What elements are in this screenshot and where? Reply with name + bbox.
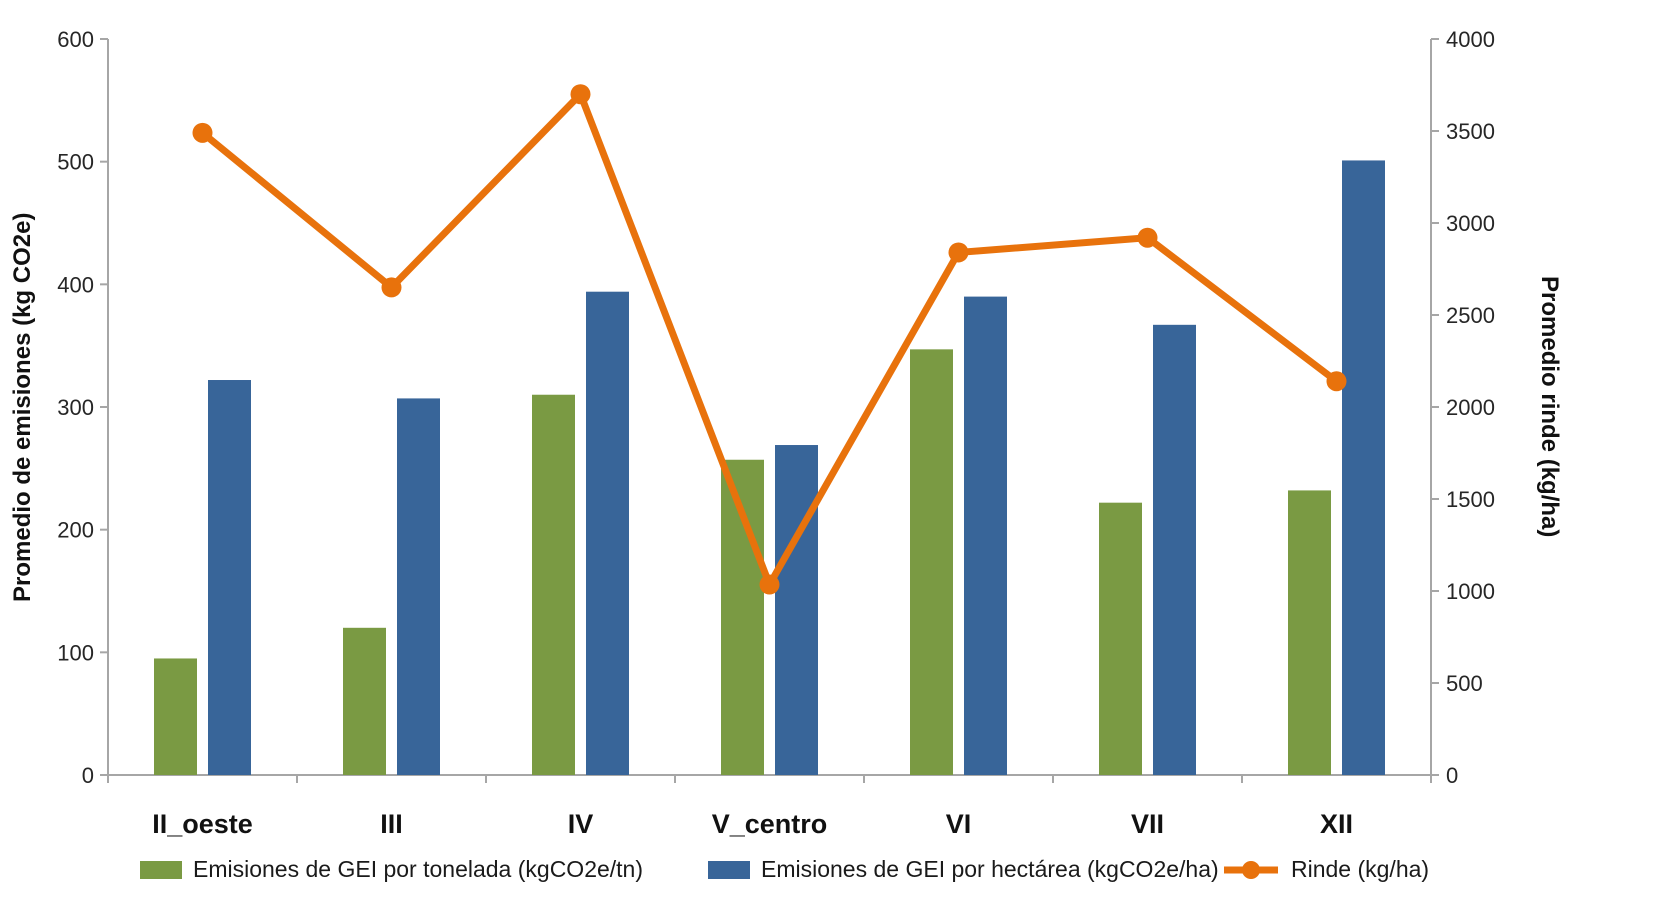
left-axis-tick-label: 300	[57, 395, 94, 420]
right-axis-tick-label: 1000	[1446, 579, 1495, 604]
rinde-point-III	[381, 277, 402, 298]
legend-label: Rinde (kg/ha)	[1291, 856, 1430, 882]
legend-item-emisiones-tonelada: Emisiones de GEI por tonelada (kgCO2e/tn…	[140, 856, 643, 883]
orange-line-swatch-icon	[1222, 859, 1280, 881]
bar-tonelada-XII	[1288, 490, 1331, 775]
rinde-point-II_oeste	[192, 122, 213, 143]
bar-tonelada-VII	[1099, 502, 1142, 775]
blue-bar-swatch-icon	[708, 860, 750, 879]
category-label: III	[380, 809, 403, 839]
category-label: IV	[568, 809, 594, 839]
right-axis-tick-label: 3000	[1446, 211, 1495, 236]
legend-item-emisiones-hectarea: Emisiones de GEI por hectárea (kgCO2e/ha…	[708, 856, 1219, 883]
right-axis-tick-label: 0	[1446, 763, 1458, 788]
rinde-point-VII	[1137, 227, 1158, 248]
bar-hectarea-V_centro	[775, 445, 818, 775]
right-axis-tick-label: 500	[1446, 671, 1483, 696]
left-axis-tick-label: 0	[82, 763, 94, 788]
right-axis-tick-label: 3500	[1446, 119, 1495, 144]
rinde-point-IV	[570, 84, 591, 105]
right-axis-tick-label: 2500	[1446, 303, 1495, 328]
bar-hectarea-VI	[964, 296, 1007, 775]
category-label: VI	[946, 809, 972, 839]
left-axis-tick-label: 500	[57, 150, 94, 175]
right-axis-title: Promedio rinde (kg/ha)	[1536, 276, 1563, 538]
right-axis-tick-label: 2000	[1446, 395, 1495, 420]
category-label: XII	[1320, 809, 1353, 839]
rinde-point-XII	[1326, 371, 1347, 392]
right-axis-tick-label: 4000	[1446, 27, 1495, 52]
legend-label: Emisiones de GEI por hectárea (kgCO2e/ha…	[761, 856, 1219, 882]
bar-tonelada-IV	[532, 394, 575, 775]
left-axis-title: Promedio de emisiones (kg CO2e)	[9, 212, 36, 602]
left-axis-tick-label: 400	[57, 272, 94, 297]
bar-hectarea-II_oeste	[208, 380, 251, 775]
bar-hectarea-VII	[1153, 324, 1196, 775]
bar-hectarea-IV	[586, 291, 629, 775]
category-label: V_centro	[712, 809, 828, 839]
green-bar-swatch-icon	[140, 860, 182, 879]
bar-tonelada-III	[343, 627, 386, 775]
bar-tonelada-II_oeste	[154, 658, 197, 775]
left-axis-tick-label: 200	[57, 518, 94, 543]
legend-item-rinde: Rinde (kg/ha)	[1222, 856, 1429, 883]
right-axis-tick-label: 1500	[1446, 487, 1495, 512]
category-label: VII	[1131, 809, 1164, 839]
rinde-point-VI	[948, 242, 969, 263]
left-axis-tick-label: 600	[57, 27, 94, 52]
bar-tonelada-VI	[910, 349, 953, 775]
category-label: II_oeste	[152, 809, 253, 839]
bar-hectarea-III	[397, 398, 440, 775]
bar-hectarea-XII	[1342, 160, 1385, 775]
left-axis-tick-label: 100	[57, 640, 94, 665]
legend-label: Emisiones de GEI por tonelada (kgCO2e/tn…	[193, 856, 644, 882]
rinde-point-V_centro	[759, 574, 780, 595]
